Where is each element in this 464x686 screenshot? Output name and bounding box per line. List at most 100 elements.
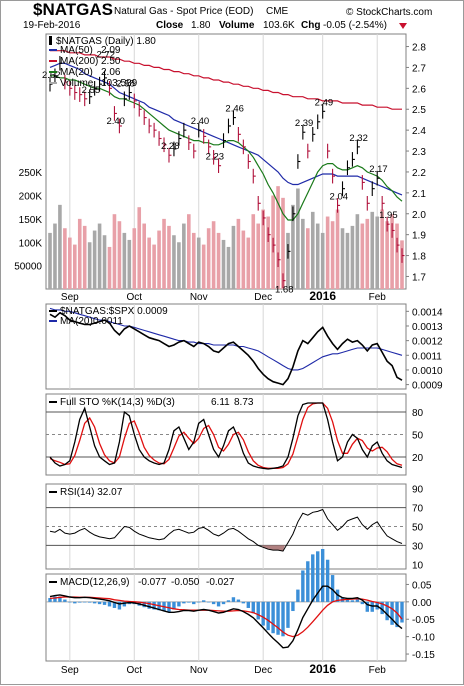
volume-bar [320,232,325,289]
price-annotation: 2.39 [295,118,314,129]
panel-border [45,573,407,662]
volume-bar [117,221,122,289]
price-tick-label: 2.1 [412,189,426,200]
macd-histogram-bar [87,601,92,603]
volume-bar [92,230,97,289]
volume-bar [251,214,256,289]
volume-bar [53,223,57,289]
volume-bar [231,225,236,289]
macd-histogram-bar [261,601,265,626]
macd-histogram-bar [231,597,236,602]
rsi-tick-label: 70 [412,504,424,515]
macd-histogram-bar [73,601,77,604]
macd-histogram-bar [226,600,231,602]
macd-histogram-bar [172,601,176,610]
macd-histogram-bar [355,599,360,602]
macd-histogram-bar [281,601,285,637]
macd-histogram-bar [380,601,384,615]
volume-bar [375,216,380,289]
volume-bar [162,218,166,289]
volume-bar [221,239,226,289]
price-annotation: 2.55 [82,85,101,96]
macd-histogram-bar [251,601,255,614]
macd-histogram-bar [320,549,325,602]
volume-bar [226,246,231,289]
price-annotation: 2.72 [97,49,116,60]
macd-histogram-bar [360,601,365,605]
volume-bar [72,244,77,289]
sto-k-value: 6.11 [211,397,230,408]
price-tick-label: 2.4 [412,126,426,137]
volume-bar [355,214,360,289]
volume-bar [241,230,246,289]
volume-bar [68,237,72,289]
volume-bar [395,223,399,289]
volume-bar [301,218,305,289]
volume-bar [187,214,191,289]
legend-value: 2.50 [101,56,121,67]
macd-histogram-bar [211,601,216,605]
stochastic-panel: 80 50 20 Full STO %K(14,3) %D(3) 6.11 8.73 [45,393,424,476]
volume-bar [246,237,251,289]
price-tick-label: 2.2 [412,168,426,179]
price-tick-label: 1.8 [412,252,426,263]
macd-histogram-bar [187,601,191,603]
macd-histogram-bar [48,598,52,602]
volume-bar [147,237,151,289]
price-tick-label: 2.3 [412,147,426,158]
volume-bar [137,207,142,289]
macd-histogram-bar [197,601,201,603]
volume-bar [122,232,127,289]
x-axis-month-label: 2016 [309,289,336,303]
macd-histogram-bar [112,601,117,608]
volume-bar [266,216,270,289]
macd-histogram-bar [177,601,181,607]
volume-bar [330,221,335,289]
ratio-line [49,311,403,386]
ratio-tick-label: 0.0011 [412,351,442,362]
macd-histogram-bar [370,601,374,612]
price-panel: 250K200K150K100K500002.82.72.62.52.42.32… [14,33,426,296]
volume-value: 103.6K [263,20,295,31]
volume-bar [211,221,216,289]
volume-bar [281,197,285,289]
legend-value: 2.06 [101,67,121,78]
volume-bar [370,211,375,289]
macd-histogram-bar [291,601,295,612]
price-panel-title: $NATGAS (Daily) 1.80 [56,36,156,47]
volume-tick-label: 50000 [14,262,42,273]
x-axis-month-label: Nov [190,292,208,303]
macd-histogram-bar [400,601,404,623]
legend-name: MA(200) [60,56,98,67]
macd-tick-label: 0.05 [412,580,432,591]
volume-bar [325,216,330,289]
x-axis-month-label: Feb [369,665,387,676]
macd-histogram-bar [345,599,350,602]
volume-bar [276,186,280,289]
macd-histogram-bar [206,601,211,603]
x-axis-month-label: 2016 [309,662,336,676]
macd-histogram-bar [83,601,87,603]
volume-bar [77,218,82,289]
volume-bar [102,235,107,289]
macd-histogram-bar [78,601,82,603]
macd-histogram-bar [107,601,112,607]
macd-histogram-bar [142,601,146,608]
volume-bar [63,228,67,289]
macd-histogram-bar [316,551,320,602]
price-tick-label: 1.9 [412,231,426,242]
x-axis-month-label: Dec [254,665,272,676]
volume-bar [286,232,290,289]
ratio-tick-label: 0.0009 [412,381,443,392]
macd-line [49,585,403,649]
macd-histogram-bar [221,601,226,605]
rsi-panel-title: RSI(14) 32.07 [60,487,123,498]
price-annotation: 2.62 [42,70,61,81]
volume-bar [380,209,384,289]
price-tick-label: 2.0 [412,210,426,221]
sto-tick-label: 20 [412,453,424,464]
macd-histogram-bar [216,601,221,607]
price-annotation: 2.58 [116,79,135,90]
macd-histogram-bar [365,601,369,612]
macd-histogram-bar [97,601,102,605]
